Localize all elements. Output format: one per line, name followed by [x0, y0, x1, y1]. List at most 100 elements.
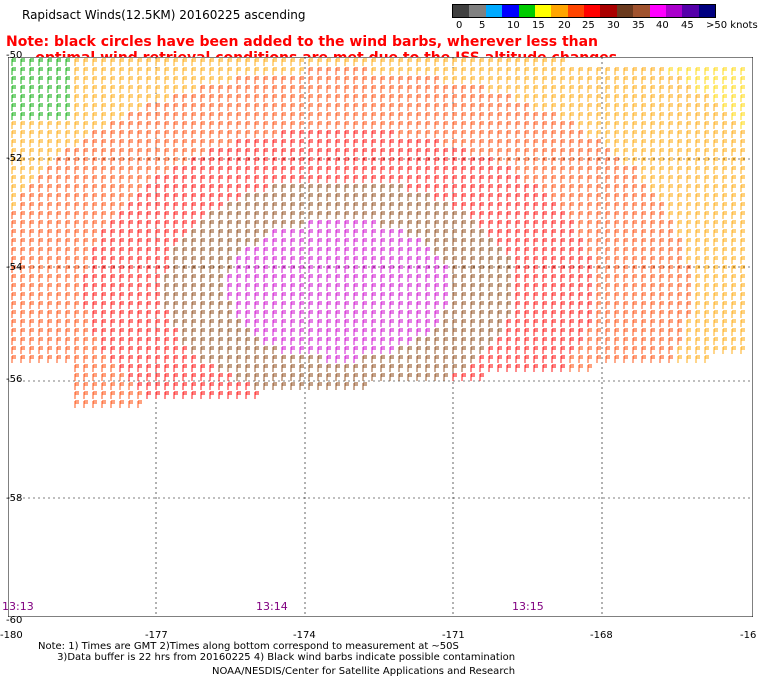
- wind-barb: [209, 121, 214, 129]
- wind-barb: [551, 238, 556, 246]
- wind-barb: [569, 202, 574, 210]
- wind-barb: [362, 238, 367, 246]
- wind-barb: [533, 292, 538, 300]
- wind-barb: [389, 139, 394, 147]
- wind-barb: [551, 166, 556, 174]
- wind-barb: [119, 400, 124, 408]
- wind-barb: [299, 139, 304, 147]
- wind-barb: [704, 346, 709, 354]
- wind-barb: [29, 310, 34, 318]
- wind-barb: [344, 346, 349, 354]
- wind-barb: [191, 319, 196, 327]
- wind-barb: [137, 283, 142, 291]
- wind-barb: [551, 292, 556, 300]
- wind-barb: [191, 58, 196, 66]
- wind-barb: [326, 121, 331, 129]
- wind-barb: [488, 85, 493, 93]
- wind-barb: [488, 211, 493, 219]
- wind-barb: [353, 94, 358, 102]
- wind-barb: [281, 103, 286, 111]
- wind-barb: [632, 283, 637, 291]
- wind-barb: [236, 58, 241, 66]
- wind-barb: [182, 265, 187, 273]
- wind-barb: [389, 121, 394, 129]
- wind-barb: [443, 193, 448, 201]
- wind-barb: [290, 355, 295, 363]
- wind-barb: [164, 166, 169, 174]
- wind-barb: [209, 292, 214, 300]
- wind-barb: [137, 346, 142, 354]
- wind-barb: [344, 139, 349, 147]
- wind-barb: [434, 283, 439, 291]
- wind-barb: [110, 175, 115, 183]
- wind-barb: [344, 175, 349, 183]
- wind-barb: [308, 346, 313, 354]
- wind-barb: [605, 256, 610, 264]
- wind-barb: [506, 247, 511, 255]
- wind-barb: [452, 238, 457, 246]
- wind-barb: [470, 94, 475, 102]
- wind-barb: [173, 85, 178, 93]
- wind-barb: [533, 283, 538, 291]
- wind-barb: [542, 112, 547, 120]
- wind-barb: [740, 103, 745, 111]
- wind-barb: [101, 256, 106, 264]
- wind-barb: [335, 283, 340, 291]
- wind-barb: [191, 67, 196, 75]
- wind-barb: [281, 382, 286, 390]
- wind-barb: [56, 238, 61, 246]
- wind-barb: [731, 211, 736, 219]
- wind-barb: [182, 301, 187, 309]
- wind-barb: [38, 130, 43, 138]
- wind-barb: [488, 364, 493, 372]
- wind-barb: [263, 148, 268, 156]
- wind-barb: [20, 184, 25, 192]
- wind-barb: [353, 364, 358, 372]
- wind-barb: [335, 121, 340, 129]
- wind-barb: [407, 112, 412, 120]
- wind-barb: [110, 148, 115, 156]
- wind-barb: [479, 265, 484, 273]
- wind-barb: [488, 256, 493, 264]
- wind-barb: [569, 355, 574, 363]
- wind-barb: [92, 166, 97, 174]
- wind-barb: [308, 175, 313, 183]
- wind-barb: [200, 292, 205, 300]
- wind-barb: [632, 319, 637, 327]
- wind-barb: [425, 175, 430, 183]
- wind-barb: [470, 184, 475, 192]
- wind-barb: [578, 220, 583, 228]
- wind-barb: [245, 121, 250, 129]
- wind-barb: [128, 247, 133, 255]
- wind-barb: [380, 346, 385, 354]
- wind-barb: [173, 121, 178, 129]
- wind-barb: [245, 148, 250, 156]
- wind-barb: [47, 85, 52, 93]
- wind-barb: [398, 355, 403, 363]
- wind-barb: [101, 301, 106, 309]
- wind-barb: [380, 58, 385, 66]
- wind-barb: [677, 157, 682, 165]
- wind-barb: [362, 364, 367, 372]
- wind-barb: [443, 310, 448, 318]
- wind-barb: [569, 76, 574, 84]
- wind-barb: [650, 175, 655, 183]
- wind-barb: [92, 256, 97, 264]
- wind-barb: [497, 283, 502, 291]
- wind-barb: [38, 292, 43, 300]
- wind-barb: [578, 256, 583, 264]
- wind-barb: [173, 283, 178, 291]
- wind-barb: [695, 166, 700, 174]
- wind-barb: [650, 157, 655, 165]
- wind-barb: [74, 319, 79, 327]
- wind-barb: [650, 319, 655, 327]
- wind-barb: [74, 139, 79, 147]
- wind-barb: [254, 337, 259, 345]
- wind-barb: [380, 193, 385, 201]
- y-tick-1: -50: [6, 50, 23, 61]
- wind-barb: [398, 274, 403, 282]
- wind-barb: [443, 121, 448, 129]
- wind-barb: [20, 328, 25, 336]
- wind-barb: [695, 238, 700, 246]
- wind-barb: [578, 130, 583, 138]
